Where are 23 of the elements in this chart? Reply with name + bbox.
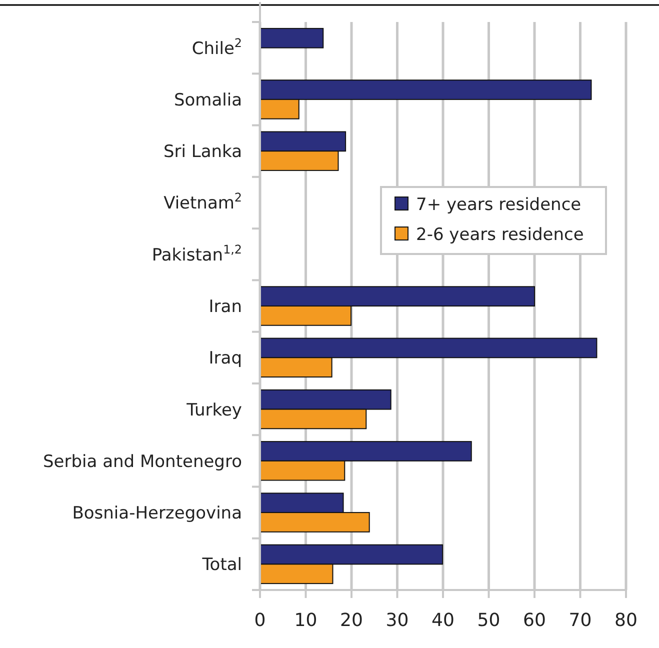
x-tick-label: 10 [294, 610, 318, 631]
y-tick-label: Iran [208, 297, 242, 317]
y-tick-label: Serbia and Montenegro [43, 452, 242, 472]
bar [260, 28, 324, 48]
x-tick-label: 80 [614, 610, 638, 631]
x-tick-label: 0 [254, 610, 266, 631]
x-tick-label: 40 [432, 610, 454, 631]
y-tick-label: Bosnia-Herzegovina [72, 504, 242, 524]
legend-label: 7+ years residence [416, 195, 582, 215]
x-tick-label: 20 [340, 610, 363, 631]
legend-label: 2-6 years residence [416, 225, 584, 245]
y-tick-label: Pakistan$^{1,2}$ [152, 242, 242, 266]
y-tick-label: Chile$^{2}$ [192, 36, 242, 59]
y-tick-label: Total [201, 555, 242, 576]
x-tick-label: 30 [386, 610, 409, 631]
y-tick-label: Somalia [174, 90, 242, 110]
y-tick-label: Sri Lanka [163, 142, 242, 162]
y-tick-label: Vietnam$^{2}$ [164, 190, 242, 214]
y-tick-label: Turkey [186, 400, 242, 420]
y-tick-label: Iraq [208, 348, 242, 369]
x-tick-label: 60 [523, 610, 546, 631]
x-tick-label: 50 [477, 610, 500, 631]
x-tick-label: 70 [568, 610, 592, 631]
